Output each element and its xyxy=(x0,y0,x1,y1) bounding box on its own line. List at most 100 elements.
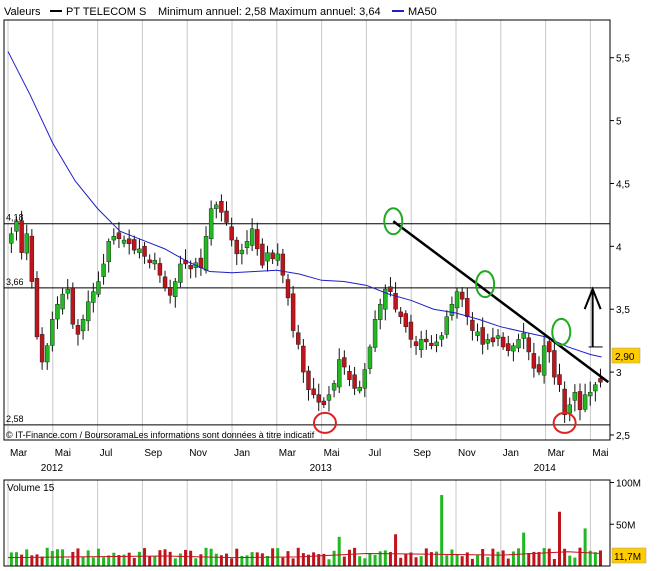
volume-bar xyxy=(250,552,254,566)
candle-body xyxy=(485,339,490,344)
candle-body xyxy=(572,392,578,401)
volume-bar xyxy=(563,548,567,566)
candle-body xyxy=(362,369,368,389)
candle-body xyxy=(383,288,388,310)
volume-tick-label: 100M xyxy=(616,479,641,490)
candle-body xyxy=(429,342,434,346)
candle-body xyxy=(465,298,470,317)
upward-arrow-head xyxy=(583,286,602,310)
volume-bar xyxy=(281,557,285,566)
green-circle-marker xyxy=(383,207,404,236)
volume-bar xyxy=(260,553,264,566)
volume-bar xyxy=(358,556,362,566)
level-label: 2,58 xyxy=(6,414,24,424)
volume-badge-bg xyxy=(611,547,647,564)
volume-bar xyxy=(50,551,54,566)
volume-panel: Volume 15 100M 50M 11,7M xyxy=(3,479,647,567)
resistance-trendline xyxy=(392,220,610,384)
volume-bar xyxy=(588,550,592,566)
candle-body xyxy=(14,220,19,232)
legend-series-label: Valeurs xyxy=(4,6,41,18)
volume-bar xyxy=(465,552,469,566)
price-tick-label: 4,5 xyxy=(616,179,630,190)
volume-bar xyxy=(424,548,428,566)
legend: Valeurs PT TELECOM S Minimum annuel: 2,5… xyxy=(4,6,437,18)
candle-body xyxy=(490,337,496,343)
volume-bar xyxy=(286,551,290,566)
volume-bar xyxy=(127,552,131,566)
volume-bar xyxy=(91,557,95,566)
volume-bar xyxy=(388,552,392,566)
volume-bar xyxy=(163,549,167,566)
month-tick-label: Mar xyxy=(548,448,566,459)
month-tick-label: Mai xyxy=(55,448,71,459)
candle-body xyxy=(516,339,521,349)
candle-body xyxy=(280,253,286,276)
volume-bar xyxy=(557,511,561,566)
month-tick-label: Jul xyxy=(368,448,381,459)
volume-bar xyxy=(255,552,259,566)
candle-body xyxy=(500,336,506,348)
candle-body xyxy=(526,337,531,353)
candle-body xyxy=(234,239,239,255)
volume-bar xyxy=(373,554,377,566)
candle-body xyxy=(598,378,603,383)
volume-bar xyxy=(578,547,582,566)
candle-body xyxy=(86,301,91,322)
legend-minmax: Minimum annuel: 2,58 Maximum annuel: 3,6… xyxy=(158,6,381,18)
volume-bar xyxy=(476,555,480,566)
candle-body xyxy=(439,335,444,340)
candle-body xyxy=(567,404,572,414)
candle-body xyxy=(470,319,475,331)
candle-body xyxy=(24,233,29,254)
volume-bar xyxy=(132,557,136,566)
volume-bar xyxy=(122,554,126,566)
volume-bar xyxy=(143,548,147,566)
volume-bar xyxy=(240,555,244,566)
volume-bar xyxy=(86,550,90,566)
volume-bar xyxy=(102,557,106,566)
volume-bar xyxy=(55,549,59,566)
month-tick-label: Mar xyxy=(10,448,28,459)
volume-bar xyxy=(245,555,249,566)
candle-body xyxy=(316,394,321,403)
candle-body xyxy=(562,388,567,416)
candle-body xyxy=(178,263,183,283)
candle-body xyxy=(55,303,60,320)
candle-body xyxy=(372,319,378,348)
volume-bar xyxy=(486,557,490,566)
volume-bar xyxy=(158,550,162,566)
candle-body xyxy=(142,245,147,257)
volume-bar xyxy=(552,558,556,566)
volume-bar xyxy=(230,558,234,566)
volume-bar xyxy=(522,532,526,566)
candle-body xyxy=(65,288,70,294)
candle-body xyxy=(188,265,193,270)
candle-body xyxy=(137,248,142,254)
candle-body xyxy=(521,332,526,339)
volume-bar xyxy=(20,554,24,566)
volume-bar xyxy=(61,549,65,566)
volume-bar xyxy=(568,555,572,566)
legend-ma-label: MA50 xyxy=(408,6,437,18)
candle-body xyxy=(475,331,480,336)
candle-body xyxy=(367,346,373,369)
candle-body xyxy=(393,293,398,310)
volume-bar xyxy=(71,551,75,566)
volume-bar xyxy=(219,555,223,566)
candle-body xyxy=(265,252,270,262)
volume-bar xyxy=(440,495,444,566)
volume-bar xyxy=(332,550,336,566)
candle-body xyxy=(413,341,419,346)
candle-body xyxy=(39,334,45,363)
candle-body xyxy=(480,327,485,345)
candle-body xyxy=(219,201,224,213)
volume-bar xyxy=(511,551,515,566)
volume-bar xyxy=(363,558,367,566)
volume-bar xyxy=(481,549,485,566)
volume-bar xyxy=(542,548,546,566)
volume-bar xyxy=(137,551,141,566)
volume-bar xyxy=(184,549,188,566)
candle-body xyxy=(388,286,393,292)
candle-body xyxy=(454,291,460,309)
